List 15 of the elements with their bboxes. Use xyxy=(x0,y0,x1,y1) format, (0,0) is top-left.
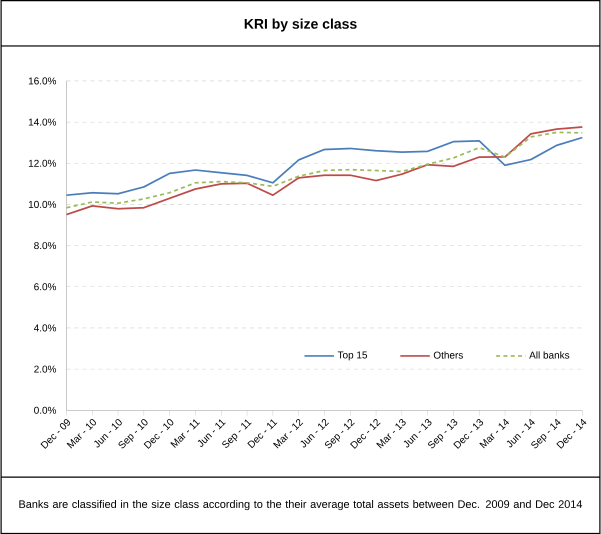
line-series xyxy=(66,136,582,196)
y-tick-label: 16.0% xyxy=(28,77,56,84)
legend-label: Top 15 xyxy=(338,351,368,360)
y-tick-label: 2.0% xyxy=(34,366,56,373)
y-tick-label: 10.0% xyxy=(28,200,56,208)
y-tick-label: 4.0% xyxy=(34,324,56,332)
chart-title: KRI by size class xyxy=(244,18,357,32)
y-tick-label: 0.0% xyxy=(34,406,56,414)
y-tick-label: 12.0% xyxy=(28,160,56,167)
y-tick-label: 14.0% xyxy=(28,118,56,126)
legend-label: Others xyxy=(434,351,463,359)
legend-label: All banks xyxy=(529,351,570,359)
y-tick-label: 6.0% xyxy=(34,283,56,290)
text: Banks are classified in the size class according to the their average total assets between Dec. 2009 and Dec 2014 xyxy=(19,500,582,510)
y-tick-label: 8.0% xyxy=(34,242,56,250)
